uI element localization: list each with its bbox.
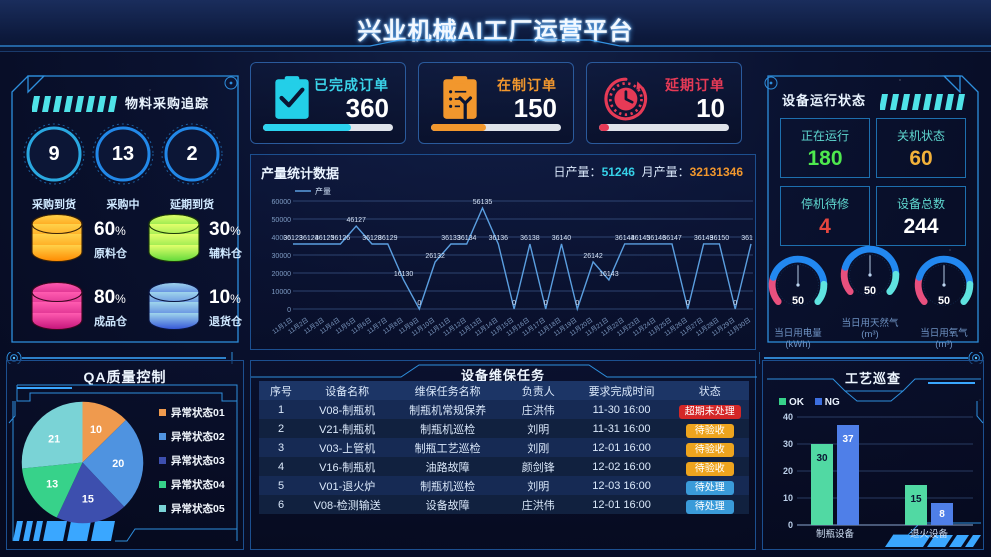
svg-text:13: 13 (46, 478, 58, 490)
svg-text:16130: 16130 (394, 271, 414, 278)
svg-text:50: 50 (938, 295, 950, 307)
svg-text:0: 0 (575, 300, 579, 307)
svg-text:0: 0 (287, 307, 291, 314)
svg-text:50: 50 (792, 295, 804, 307)
svg-text:10000: 10000 (272, 289, 292, 296)
svg-text:36147: 36147 (662, 235, 682, 242)
svg-text:21: 21 (48, 433, 60, 445)
svg-text:50000: 50000 (272, 217, 292, 224)
svg-text:0: 0 (544, 300, 548, 307)
svg-text:16143: 16143 (599, 271, 619, 278)
svg-text:37: 37 (842, 434, 854, 445)
svg-text:36136: 36136 (489, 235, 509, 242)
svg-text:30: 30 (783, 439, 793, 449)
svg-text:8: 8 (939, 509, 945, 520)
svg-text:15: 15 (910, 494, 922, 505)
svg-text:0: 0 (733, 300, 737, 307)
svg-text:10: 10 (783, 493, 793, 503)
svg-text:60000: 60000 (272, 199, 292, 206)
svg-text:26132: 26132 (425, 253, 445, 260)
svg-text:0: 0 (512, 300, 516, 307)
svg-text:36150: 36150 (710, 235, 730, 242)
svg-text:26142: 26142 (583, 253, 603, 260)
svg-text:退火设备: 退火设备 (910, 528, 949, 539)
svg-text:0: 0 (417, 300, 421, 307)
svg-text:36126: 36126 (331, 235, 351, 242)
svg-text:50: 50 (864, 285, 876, 297)
svg-text:30000: 30000 (272, 253, 292, 260)
svg-text:36129: 36129 (378, 235, 398, 242)
svg-text:36134: 36134 (457, 235, 477, 242)
svg-text:制瓶设备: 制瓶设备 (816, 528, 855, 539)
svg-text:产量: 产量 (315, 186, 331, 196)
svg-text:20000: 20000 (272, 271, 292, 278)
svg-text:0: 0 (788, 520, 793, 530)
svg-text:36138: 36138 (520, 235, 540, 242)
svg-text:15: 15 (82, 493, 94, 505)
svg-text:20: 20 (112, 458, 124, 470)
svg-text:46127: 46127 (346, 217, 366, 224)
svg-text:0: 0 (686, 300, 690, 307)
svg-text:56135: 56135 (473, 199, 493, 206)
svg-text:36140: 36140 (552, 235, 572, 242)
svg-text:20: 20 (783, 466, 793, 476)
svg-text:36152: 36152 (741, 235, 753, 242)
svg-text:30: 30 (816, 453, 828, 464)
svg-text:10: 10 (90, 424, 102, 436)
svg-text:40: 40 (783, 412, 793, 422)
